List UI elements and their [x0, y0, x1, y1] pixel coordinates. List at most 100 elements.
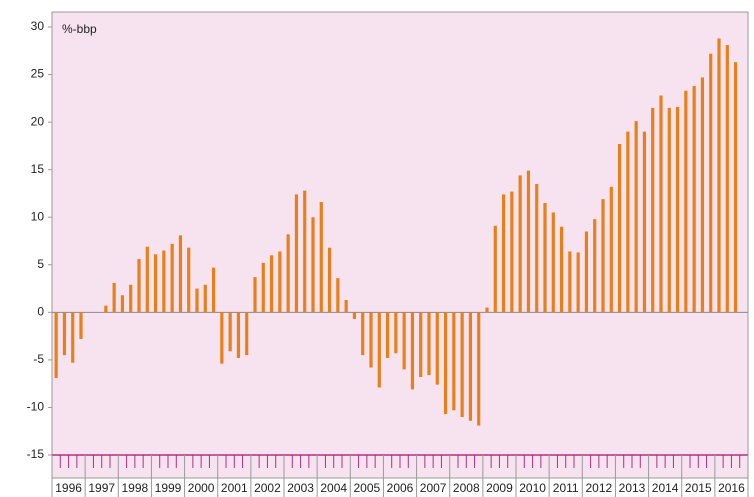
x-tick-label: 2009 — [486, 481, 513, 495]
y-tick-label: 5 — [37, 257, 44, 271]
y-tick-label: -15 — [27, 447, 45, 461]
bar — [501, 194, 506, 313]
bar — [493, 225, 497, 313]
bar — [559, 226, 564, 313]
x-tick-label: 2001 — [221, 481, 248, 495]
y-tick-label: 30 — [31, 19, 45, 33]
x-tick-label: 2004 — [320, 481, 347, 495]
x-tick-label: 2005 — [354, 481, 381, 495]
y-tick-label: 25 — [31, 67, 45, 81]
bar — [294, 194, 299, 313]
bar — [327, 247, 332, 313]
bar — [129, 284, 133, 313]
bar — [518, 175, 522, 313]
y-tick-label: -5 — [33, 352, 44, 366]
bar — [352, 312, 357, 319]
bar — [675, 106, 680, 313]
y-tick-label: 20 — [31, 114, 45, 128]
bar — [79, 312, 83, 339]
bar — [137, 259, 141, 313]
bar — [153, 254, 158, 313]
x-tick-label: 1997 — [88, 481, 115, 495]
bar — [460, 312, 464, 417]
x-tick-label: 2006 — [387, 481, 414, 495]
plot-background — [51, 11, 749, 479]
bar — [369, 312, 373, 368]
bar — [228, 312, 232, 352]
bar — [269, 255, 274, 313]
x-tick-label: 1996 — [55, 481, 82, 495]
y-tick-label: 10 — [31, 209, 45, 223]
bar — [178, 235, 183, 313]
bar — [62, 312, 67, 356]
bar — [700, 77, 705, 313]
bar — [54, 312, 58, 378]
x-tick-label: 2003 — [287, 481, 314, 495]
bar — [435, 312, 439, 385]
bar — [427, 312, 431, 376]
bar — [626, 131, 630, 313]
y-tick-label: 0 — [37, 305, 44, 319]
bar — [667, 107, 671, 313]
bar — [642, 131, 647, 313]
bar — [120, 295, 125, 313]
bar — [162, 250, 166, 313]
bar — [385, 312, 390, 358]
bar — [593, 219, 597, 313]
bar — [725, 45, 729, 313]
bar — [659, 95, 663, 313]
bar — [187, 247, 191, 313]
x-tick-label: 2010 — [519, 481, 546, 495]
bar — [468, 312, 473, 421]
bar — [195, 288, 199, 313]
bar — [112, 282, 116, 313]
bar — [261, 262, 265, 313]
x-tick-label: 2011 — [553, 481, 579, 495]
x-tick-label: 2008 — [453, 481, 480, 495]
bar — [236, 312, 241, 358]
bar — [336, 278, 340, 313]
bar — [71, 312, 75, 363]
bar — [303, 190, 307, 313]
y-tick-label: -10 — [27, 400, 45, 414]
bar — [692, 85, 696, 313]
bar — [568, 251, 572, 313]
bar — [452, 312, 456, 411]
bar — [717, 38, 721, 313]
bar — [617, 143, 622, 313]
x-tick-label: 2013 — [619, 481, 646, 495]
bar — [278, 251, 282, 313]
bar — [145, 246, 149, 313]
bar — [377, 312, 381, 388]
bar — [311, 217, 315, 313]
bar — [245, 312, 249, 356]
x-tick-label: 2000 — [188, 481, 215, 495]
bar — [170, 243, 174, 313]
bar — [419, 312, 423, 378]
bar — [220, 312, 224, 364]
x-tick-label: 2016 — [718, 481, 745, 495]
bar — [709, 53, 713, 313]
bar — [410, 312, 415, 390]
bar — [510, 191, 514, 313]
x-tick-label: 2002 — [254, 481, 281, 495]
bar — [211, 267, 216, 313]
bar — [651, 107, 655, 313]
bar — [733, 62, 738, 313]
bar — [576, 252, 580, 313]
bar — [684, 90, 688, 313]
bar — [394, 312, 398, 354]
bar — [104, 305, 108, 313]
bar — [344, 299, 348, 313]
bar — [584, 231, 589, 313]
bar — [535, 183, 539, 313]
bar — [543, 202, 547, 313]
bar — [286, 234, 290, 313]
bar — [634, 121, 638, 313]
y-axis-label: %-bbp — [62, 22, 97, 36]
bar — [319, 202, 323, 313]
bar — [551, 212, 555, 313]
bar — [609, 186, 613, 313]
